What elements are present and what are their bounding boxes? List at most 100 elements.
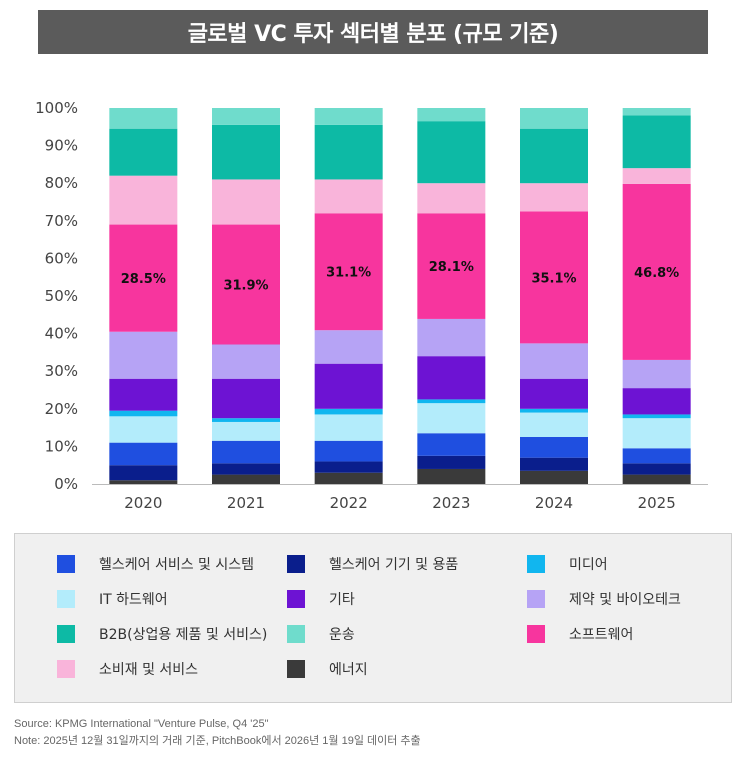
bar-segment [622,115,691,169]
bar-segment [314,440,383,462]
y-tick-label: 60% [45,249,78,267]
y-tick-label: 90% [45,137,78,155]
y-tick-label: 50% [45,287,78,305]
legend-swatch [57,590,75,608]
bar-segment [212,344,280,379]
bar-segment [417,318,486,357]
legend-label: 헬스케어 서비스 및 시스템 [99,557,255,573]
x-tick-label: 2020 [124,494,162,512]
y-tick-label: 80% [45,174,78,192]
legend-swatch [287,555,305,573]
y-tick-label: 100% [35,99,78,117]
footnotes: Source: KPMG International "Venture Puls… [14,716,421,750]
x-tick-label: 2022 [330,494,368,512]
bar-segment [417,356,486,400]
legend-label: 운송 [329,627,355,643]
bar-segment [109,108,178,129]
bar-segment [314,108,383,125]
bar-segment [520,211,588,344]
legend-swatch [527,590,545,608]
legend-swatch [57,660,75,678]
bar-segment [417,399,486,404]
bar-segment [314,461,383,473]
bar-segment [622,463,691,475]
legend-label: 헬스케어 기기 및 용품 [329,557,459,573]
bar-segment [622,168,691,184]
bar-segment [109,416,178,443]
bar-segment [212,474,280,484]
legend-label: IT 하드웨어 [99,592,168,608]
data-label: 28.5% [121,272,166,287]
bar-segment [212,440,280,464]
legend-label: 소프트웨어 [569,627,634,643]
bar-segment [212,179,280,225]
y-tick-label: 0% [54,475,78,493]
bar-segment [109,410,178,417]
bar-segment [520,470,588,484]
bar-segment [622,388,691,415]
bar-segment [314,330,383,364]
bar-segment [109,128,178,176]
y-tick-label: 20% [45,400,78,418]
bar-segment [520,108,588,129]
bar-segment [520,378,588,409]
legend-item: 기타 [287,589,355,609]
stacked-bar-chart: 0% 10% 20% 30% 40% 50% 60% 70% 80% 90% 100% 28.5% 20… [35,99,708,512]
data-note: Note: 2025년 12월 31일까지의 거래 기준, PitchBook에… [14,735,421,747]
bar-segment [520,343,588,379]
bar-segment [622,418,691,449]
bar-segment [417,468,486,484]
bar-segment [622,183,691,360]
bar-segment [622,108,691,116]
bar-segment [212,378,280,419]
legend-label: 제약 및 바이오테크 [569,592,681,608]
bar-segment [314,414,383,441]
legend-item: 운송 [287,624,355,644]
legend-item: 미디어 [527,554,608,574]
bar-segment [109,224,178,332]
legend-swatch [287,625,305,643]
bar-segment [520,457,588,471]
bar-segment [109,480,178,484]
bar-segment [109,465,178,481]
bar-segment [314,179,383,214]
legend-item: IT 하드웨어 [57,589,168,609]
bar-segment [417,213,486,319]
legend-swatch [527,555,545,573]
legend-label: B2B(상업용 제품 및 서비스) [99,627,268,643]
legend-swatch [57,555,75,573]
data-label: 31.1% [326,266,371,281]
bar-segment [417,183,486,214]
bar-segment [417,403,486,434]
bar-segment [622,359,691,389]
bar-segment [314,213,383,331]
x-tick-label: 2023 [432,494,470,512]
bar-segment [417,108,486,122]
bar-segment [622,474,691,484]
bar-segment [520,412,588,437]
bar-segment [417,121,486,184]
legend-label: 에너지 [329,662,368,678]
bar-segment [520,437,588,458]
bar-segment [314,408,383,415]
y-tick-label: 40% [45,325,78,343]
legend-item: 에너지 [287,659,368,679]
legend-item: B2B(상업용 제품 및 서비스) [57,624,267,644]
bar-segment [212,421,280,441]
chart-title: 글로벌 VC 투자 섹터별 분포 (규모 기준) [38,10,708,54]
bar-segment [212,108,280,125]
y-tick-label: 70% [45,212,78,230]
bar-segment [212,224,280,345]
bar-segment [520,128,588,184]
data-label: 35.1% [531,271,576,286]
legend-item: 소비재 및 서비스 [57,659,198,679]
bar-segment [417,433,486,456]
legend-item: 헬스케어 기기 및 용품 [287,554,458,574]
legend-swatch [527,625,545,643]
bar-segment [212,463,280,475]
legend-swatch [287,660,305,678]
data-label: 46.8% [634,266,679,281]
bar-segment [109,331,178,379]
bar-segment [314,472,383,484]
data-label: 28.1% [429,260,474,275]
